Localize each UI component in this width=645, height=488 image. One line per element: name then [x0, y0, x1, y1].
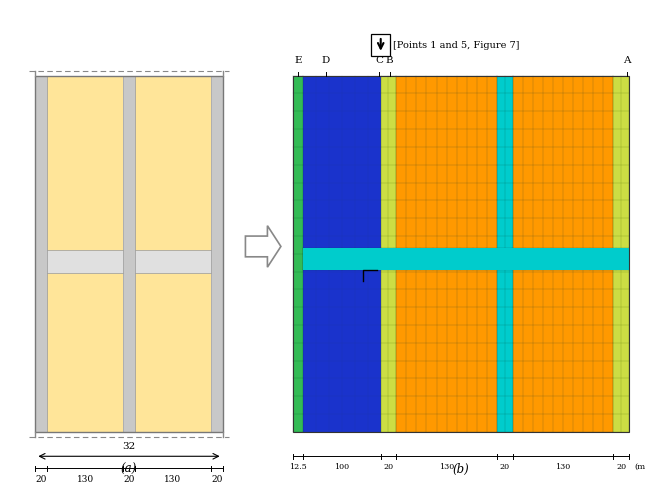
Text: 32: 32	[123, 443, 135, 451]
Bar	[35, 76, 47, 432]
Text: 100: 100	[334, 463, 350, 470]
Text: 130: 130	[555, 463, 571, 470]
Text: B: B	[386, 56, 393, 65]
Text: (a): (a)	[121, 463, 137, 476]
Bar	[371, 34, 390, 56]
Text: 130: 130	[439, 463, 454, 470]
Bar	[135, 76, 211, 432]
Bar	[293, 76, 629, 432]
Text: 130: 130	[77, 475, 94, 484]
Text: D: D	[322, 56, 330, 65]
Text: 20: 20	[211, 475, 223, 484]
Bar	[303, 76, 381, 432]
Bar	[513, 76, 613, 432]
Text: 20: 20	[616, 463, 626, 470]
Bar	[35, 250, 223, 273]
Text: C: C	[375, 56, 383, 65]
Bar	[396, 76, 497, 432]
Text: (b): (b)	[453, 463, 470, 476]
Bar	[123, 76, 135, 432]
Bar	[47, 76, 123, 432]
Text: 20: 20	[383, 463, 393, 470]
Text: (mm): (mm)	[634, 463, 645, 470]
Text: E: E	[295, 56, 302, 65]
Text: 20: 20	[123, 475, 135, 484]
Bar	[303, 248, 629, 270]
Bar	[613, 76, 629, 432]
Bar	[293, 76, 303, 432]
Bar	[497, 76, 513, 432]
Text: [Points 1 and 5, Figure 7]: [Points 1 and 5, Figure 7]	[393, 41, 519, 50]
Text: 20: 20	[35, 475, 47, 484]
Bar	[381, 76, 396, 432]
Polygon shape	[245, 225, 281, 267]
Text: 12.5: 12.5	[290, 463, 307, 470]
Text: 20: 20	[500, 463, 510, 470]
Text: A: A	[623, 56, 631, 65]
Text: 130: 130	[164, 475, 181, 484]
Bar	[35, 76, 223, 432]
Bar	[303, 248, 629, 270]
Bar	[293, 76, 629, 432]
Bar	[211, 76, 223, 432]
